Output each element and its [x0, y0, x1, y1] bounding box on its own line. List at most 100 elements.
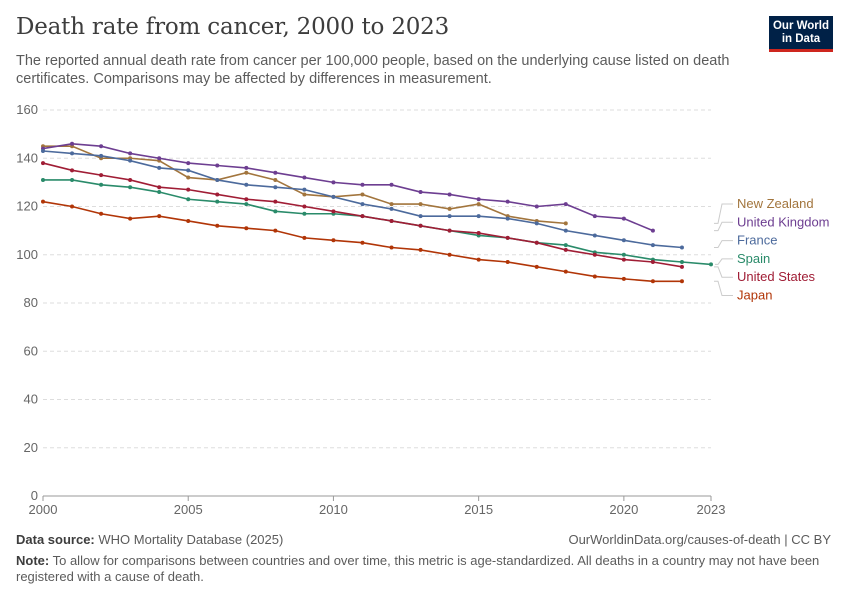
data-point-france[interactable]: [331, 194, 336, 199]
legend-label-united-kingdom[interactable]: United Kingdom: [737, 214, 830, 229]
data-point-united-states[interactable]: [186, 187, 191, 192]
data-point-japan[interactable]: [302, 235, 307, 240]
data-point-united-kingdom[interactable]: [186, 161, 191, 166]
data-point-united-kingdom[interactable]: [418, 190, 423, 195]
data-point-france[interactable]: [41, 149, 45, 154]
data-point-new-zealand[interactable]: [389, 202, 394, 207]
data-point-france[interactable]: [534, 221, 539, 226]
data-point-united-states[interactable]: [650, 259, 655, 264]
data-point-spain[interactable]: [621, 252, 626, 257]
data-point-japan[interactable]: [99, 211, 104, 216]
data-point-france[interactable]: [389, 206, 394, 211]
data-point-spain[interactable]: [679, 259, 684, 264]
data-point-united-kingdom[interactable]: [128, 151, 133, 156]
data-point-united-kingdom[interactable]: [360, 182, 365, 187]
data-point-spain[interactable]: [41, 177, 45, 182]
data-point-united-kingdom[interactable]: [650, 228, 655, 233]
data-point-spain[interactable]: [273, 209, 278, 214]
data-point-france[interactable]: [621, 238, 626, 243]
data-point-france[interactable]: [679, 245, 684, 250]
data-point-united-states[interactable]: [215, 192, 220, 197]
data-point-united-states[interactable]: [679, 264, 684, 269]
data-point-united-kingdom[interactable]: [447, 192, 452, 197]
data-point-united-states[interactable]: [505, 235, 510, 240]
data-point-new-zealand[interactable]: [360, 192, 365, 197]
data-point-united-states[interactable]: [563, 247, 568, 252]
data-point-france[interactable]: [186, 168, 191, 173]
data-point-united-kingdom[interactable]: [99, 144, 104, 149]
data-point-united-kingdom[interactable]: [563, 202, 568, 207]
data-point-spain[interactable]: [563, 243, 568, 248]
data-point-japan[interactable]: [157, 214, 162, 219]
data-point-united-states[interactable]: [128, 177, 133, 182]
data-point-france[interactable]: [273, 185, 278, 190]
data-point-new-zealand[interactable]: [563, 221, 568, 226]
data-point-spain[interactable]: [128, 185, 133, 190]
data-point-new-zealand[interactable]: [302, 192, 307, 197]
data-point-japan[interactable]: [360, 240, 365, 245]
data-point-japan[interactable]: [534, 264, 539, 269]
data-point-france[interactable]: [563, 228, 568, 233]
legend-label-france[interactable]: France: [737, 233, 777, 248]
data-point-united-states[interactable]: [534, 240, 539, 245]
data-point-united-kingdom[interactable]: [476, 197, 481, 202]
legend-label-new-zealand[interactable]: New Zealand: [737, 196, 814, 211]
data-point-france[interactable]: [70, 151, 75, 156]
data-point-united-states[interactable]: [99, 173, 104, 178]
data-point-united-states[interactable]: [70, 168, 75, 173]
data-point-spain[interactable]: [186, 197, 191, 202]
data-point-japan[interactable]: [447, 252, 452, 257]
data-point-japan[interactable]: [505, 259, 510, 264]
data-point-france[interactable]: [302, 187, 307, 192]
data-point-japan[interactable]: [650, 279, 655, 284]
data-point-united-kingdom[interactable]: [621, 216, 626, 221]
data-point-new-zealand[interactable]: [186, 175, 191, 180]
series-line-france[interactable]: [42, 150, 683, 249]
data-point-japan[interactable]: [273, 228, 278, 233]
data-point-united-kingdom[interactable]: [302, 175, 307, 180]
data-point-new-zealand[interactable]: [476, 202, 481, 207]
data-point-france[interactable]: [476, 214, 481, 219]
data-point-united-states[interactable]: [621, 257, 626, 262]
legend-label-united-states[interactable]: United States: [737, 269, 816, 284]
data-point-united-states[interactable]: [157, 185, 162, 190]
data-point-new-zealand[interactable]: [244, 170, 249, 175]
data-point-japan[interactable]: [331, 238, 336, 243]
source-text[interactable]: WHO Mortality Database (2025): [98, 532, 284, 547]
data-point-united-states[interactable]: [360, 214, 365, 219]
data-point-france[interactable]: [592, 233, 597, 238]
owid-logo[interactable]: Our World in Data: [769, 16, 833, 52]
data-point-united-kingdom[interactable]: [534, 204, 539, 209]
data-point-spain[interactable]: [157, 190, 162, 195]
data-point-japan[interactable]: [41, 199, 45, 204]
data-point-united-states[interactable]: [418, 223, 423, 228]
data-point-new-zealand[interactable]: [273, 177, 278, 182]
data-point-spain[interactable]: [70, 177, 75, 182]
data-point-japan[interactable]: [563, 269, 568, 274]
data-point-new-zealand[interactable]: [418, 202, 423, 207]
data-point-united-kingdom[interactable]: [273, 170, 278, 175]
data-point-japan[interactable]: [592, 274, 597, 279]
data-point-spain[interactable]: [302, 211, 307, 216]
data-point-united-kingdom[interactable]: [70, 141, 75, 146]
legend-label-japan[interactable]: Japan: [737, 288, 772, 303]
data-point-united-states[interactable]: [41, 161, 45, 166]
data-point-new-zealand[interactable]: [447, 206, 452, 211]
data-point-united-kingdom[interactable]: [331, 180, 336, 185]
data-point-united-states[interactable]: [389, 218, 394, 223]
data-point-united-kingdom[interactable]: [592, 214, 597, 219]
data-point-japan[interactable]: [244, 226, 249, 231]
data-point-united-states[interactable]: [447, 228, 452, 233]
legend-label-spain[interactable]: Spain: [737, 251, 770, 266]
data-point-japan[interactable]: [389, 245, 394, 250]
series-line-united-kingdom[interactable]: [42, 142, 654, 232]
data-point-japan[interactable]: [128, 216, 133, 221]
data-point-france[interactable]: [99, 153, 104, 158]
data-point-japan[interactable]: [186, 218, 191, 223]
data-point-united-states[interactable]: [244, 197, 249, 202]
data-point-spain[interactable]: [99, 182, 104, 187]
data-point-spain[interactable]: [215, 199, 220, 204]
data-point-united-states[interactable]: [331, 209, 336, 214]
data-point-united-kingdom[interactable]: [389, 182, 394, 187]
data-point-japan[interactable]: [418, 247, 423, 252]
